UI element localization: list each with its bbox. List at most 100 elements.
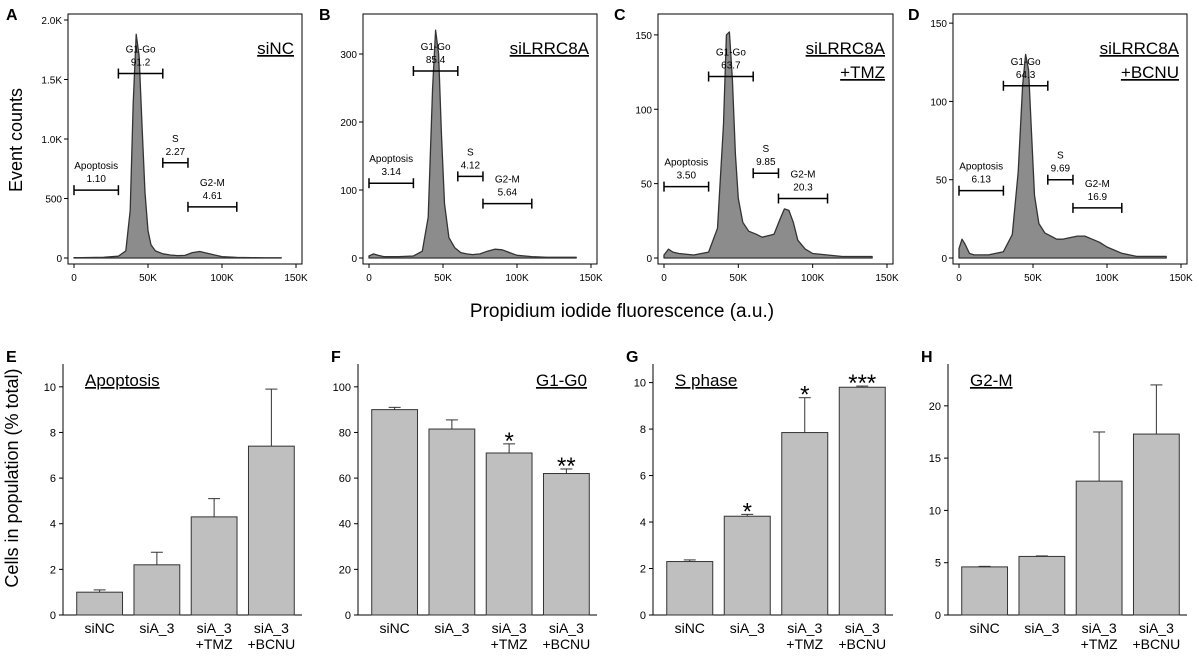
bar-1 [666,561,714,616]
category-label: +TMZ [196,636,233,652]
y-tick-label: 100 [333,382,351,394]
panel-letter: E [6,349,17,366]
category-label: siA_3 [1082,620,1117,636]
bar-2 [428,428,476,616]
y-tick-label: 10 [634,378,646,390]
gate-name: G1-Go [716,48,746,59]
gate-g1-go: G1-Go 85.4 [412,42,459,76]
gate-g2-m: G2-M 20.3 [777,170,829,204]
category-label: siA_3 [1139,620,1174,636]
gate-value: 4.12 [461,160,481,171]
gate-name: Apoptosis [369,154,413,165]
panel-letter: B [319,7,331,24]
x-tick-label: 100K [210,273,234,284]
gate-value: 64.3 [1016,70,1036,81]
gate-s: S 9.85 [752,144,780,179]
x-tick-label: 0 [71,273,77,284]
category-label: siA_3 [139,620,174,636]
category-label: siA_3 [549,620,584,636]
gate-s: S 9.69 [1047,151,1074,185]
gate-value: 16.9 [1088,192,1108,203]
panel-title: siLRRC8A [806,39,886,58]
y-tick-label: 6 [640,471,646,483]
bar-4 [247,445,295,616]
x-tick-label: 50K [434,273,452,284]
gate-g2-m: G2-M 16.9 [1072,179,1123,213]
x-tick-label: 150K [875,273,899,284]
gate-value: 20.3 [793,183,813,194]
y-tick-label: 0 [56,254,62,265]
y-tick-label: 150 [930,19,947,30]
bar-1 [371,409,419,616]
significance-mark: ** [557,453,576,480]
y-tick-label: 0 [640,610,646,622]
category-label: siA_3 [197,620,232,636]
gate-value: 5.64 [498,188,518,199]
gate-g2-m: G2-M 5.64 [482,175,533,209]
y-tick-label: 50 [641,180,653,191]
gate-name: Apoptosis [959,162,1003,173]
gate-name: G1-Go [1011,57,1041,68]
bar-3 [781,432,829,616]
y-tick-label: 2 [640,564,646,576]
category-label: siA_3 [1024,620,1059,636]
bar-2 [1018,555,1066,616]
gate-name: S [467,147,474,158]
category-label: siNC [969,620,999,636]
panel-letter: G [626,349,638,366]
category-label: siA_3 [787,620,822,636]
significance-mark: * [743,498,752,525]
x-tick-label: 150K [1169,273,1193,284]
histogram-panel-a: A 0 500 1.0K 1.5K 2.0K 0 50K 100K 150K Apoptosis 1.… [6,7,308,284]
gate-name: Apoptosis [74,161,118,172]
panel-title: S phase [675,371,737,390]
y-tick-label: 8 [640,424,646,436]
gate-name: G2-M [1085,179,1110,190]
y-tick-label: 150 [635,31,652,42]
y-tick-label: 0 [50,610,56,622]
gate-s: S 4.12 [457,147,484,182]
y-tick-label: 6 [50,473,56,485]
gate-g2-m: G2-M 4.61 [187,178,238,212]
significance-mark: * [504,428,513,455]
category-label: +TMZ [786,636,823,652]
gate-value: 2.27 [166,147,186,158]
gate-value: 6.13 [971,175,991,186]
category-label: +BCNU [247,636,295,652]
panel-letter: F [331,349,341,366]
plot-frame [657,13,894,265]
plot-frame [952,13,1188,265]
x-tick-label: 100K [505,273,529,284]
y-tick-label: 0 [345,610,351,622]
y-axis-label-cells-in-population: Cells in population (% total) [2,368,22,587]
y-tick-label: 4 [50,519,56,531]
panel-title: G1-G0 [536,371,587,390]
category-label: siA_3 [254,620,289,636]
panel-title: siNC [257,39,294,58]
category-label: +BCNU [838,636,886,652]
gate-apoptosis: Apoptosis 6.13 [958,162,1005,196]
y-tick-label: 100 [635,105,652,116]
histogram-area [663,31,873,259]
x-tick-label: 0 [366,273,372,284]
y-tick-label: 2 [50,564,56,576]
y-tick-label: 500 [45,195,62,206]
gate-value: 91.2 [131,58,151,69]
category-label: siA_3 [730,620,765,636]
y-tick-label: 1.5K [41,76,62,87]
gate-value: 4.61 [203,191,223,202]
gate-name: G2-M [791,170,816,181]
gate-value: 3.14 [381,167,401,178]
panel-title: G2-M [970,371,1013,390]
significance-mark: *** [848,370,876,397]
panel-letter: C [614,7,626,24]
histogram-area [368,29,577,259]
y-tick-label: 300 [340,50,357,61]
category-label: siA_3 [492,620,527,636]
category-label: siNC [84,620,114,636]
x-tick-label: 100K [1095,273,1119,284]
category-label: +TMZ [491,636,528,652]
